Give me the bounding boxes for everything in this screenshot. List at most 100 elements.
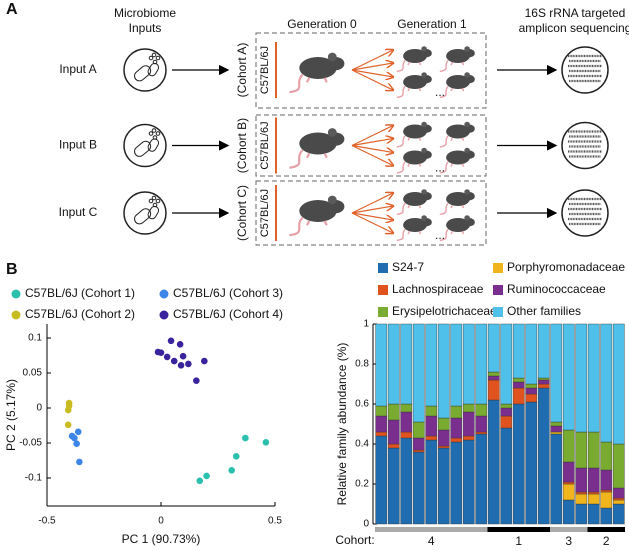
mouse-tail	[396, 228, 406, 242]
mouse	[289, 128, 345, 169]
mouse-tail	[396, 59, 406, 73]
bar-segment	[512, 403, 525, 525]
mouse-tail	[396, 85, 406, 99]
legend-label: C57BL/6J (Cohort 3)	[173, 286, 283, 300]
point	[203, 472, 210, 480]
bar-segment	[525, 393, 538, 403]
dish-rim	[123, 48, 167, 92]
legend-label: C57BL/6J (Cohort 2)	[25, 307, 135, 321]
sequence-icon	[561, 46, 609, 94]
bar-segment	[550, 425, 563, 433]
strain-label: C57BL/6J	[259, 121, 271, 169]
bar-segment	[537, 323, 550, 379]
mouse-feet	[450, 230, 465, 235]
bar-segment	[612, 499, 625, 505]
bar-segment	[400, 411, 413, 433]
bar-segment	[587, 503, 600, 525]
ellipsis: ...	[435, 161, 445, 175]
bar-segment	[387, 403, 400, 421]
bar-segment	[437, 417, 450, 431]
arrow-orange	[351, 69, 393, 77]
cohort-label: (Cohort A)	[235, 43, 249, 98]
legend-swatch	[378, 285, 388, 295]
dish-dot	[151, 195, 157, 201]
arrow-orange	[351, 63, 393, 71]
mouse	[439, 147, 475, 174]
point	[74, 428, 82, 436]
legend-label: Porphyromonadaceae	[507, 260, 625, 274]
bar-segment	[437, 323, 450, 419]
bar-segment	[400, 437, 413, 525]
bar-segment	[550, 433, 563, 525]
bar-segment	[537, 387, 550, 525]
mouse-ear	[421, 189, 427, 195]
point	[232, 453, 240, 460]
dish-dot	[148, 198, 154, 204]
mouse-ear	[327, 52, 337, 62]
mouse-feet	[407, 230, 422, 235]
legend-label: C57BL/6J (Cohort 1)	[25, 286, 135, 300]
mouse	[396, 189, 432, 216]
cohort-label: (Cohort C)	[235, 185, 249, 241]
bar-segment	[550, 421, 563, 427]
x-tick-label: 0	[158, 516, 164, 527]
bar-segment	[612, 443, 625, 489]
sequencing-header: amplicon sequencing	[519, 21, 629, 35]
point	[73, 440, 80, 448]
mouse	[396, 72, 432, 99]
bar-segment	[475, 431, 488, 435]
y-tick-label: 0	[36, 403, 42, 414]
bar-segment	[525, 401, 538, 525]
bar-segment	[412, 323, 425, 423]
bar-segment	[600, 469, 613, 491]
panel-label: B	[6, 261, 18, 278]
bar-segment	[462, 411, 475, 437]
bar-segment	[450, 323, 463, 407]
cohort-box	[255, 32, 487, 109]
mouse	[396, 147, 432, 174]
bar-segment	[500, 415, 513, 429]
bar-segment	[575, 493, 588, 505]
bar-segment	[450, 441, 463, 525]
group-label: 2	[603, 534, 610, 548]
bar-segment	[525, 323, 538, 385]
bar-segment	[575, 503, 588, 525]
legend-marker	[159, 289, 169, 299]
legend-label: S24-7	[392, 260, 424, 274]
bar-segment	[375, 323, 388, 407]
bar-segment	[600, 491, 613, 509]
y-tick-label: 0.1	[28, 333, 42, 344]
bar-segment	[612, 503, 625, 525]
bar-segment	[487, 399, 500, 525]
x-tick-label: 0.5	[268, 516, 282, 527]
dish-dot	[152, 135, 158, 140]
mouse-tail	[289, 73, 304, 94]
y-tick-label: -0.1	[25, 473, 43, 484]
mouse-tail	[396, 202, 406, 216]
bar-segment	[475, 323, 488, 405]
sequence-icon	[561, 189, 609, 237]
point	[177, 362, 185, 369]
bar-segment	[387, 323, 400, 405]
bar-segment	[575, 467, 588, 493]
bar-segment	[562, 461, 575, 483]
gen0-header: Generation 0	[287, 17, 357, 31]
arrow-orange	[351, 69, 393, 90]
bar-segment	[537, 377, 550, 381]
arrow-orange	[351, 126, 393, 147]
bar-segment	[562, 481, 575, 485]
bar-segment	[537, 383, 550, 389]
panel-label: A	[6, 1, 18, 18]
mouse-tail	[439, 135, 449, 148]
bar-segment	[600, 489, 613, 493]
bar-segment	[612, 323, 625, 445]
bar-segment	[550, 431, 563, 435]
inputs-header: Microbiome	[114, 6, 176, 20]
bar-segment	[412, 437, 425, 451]
mouse-feet	[306, 77, 328, 83]
mouse-feet	[407, 204, 422, 209]
mouse-tail	[439, 228, 449, 242]
petri-dish	[123, 48, 167, 92]
bar-segment	[612, 487, 625, 499]
bar-segment	[425, 439, 438, 525]
